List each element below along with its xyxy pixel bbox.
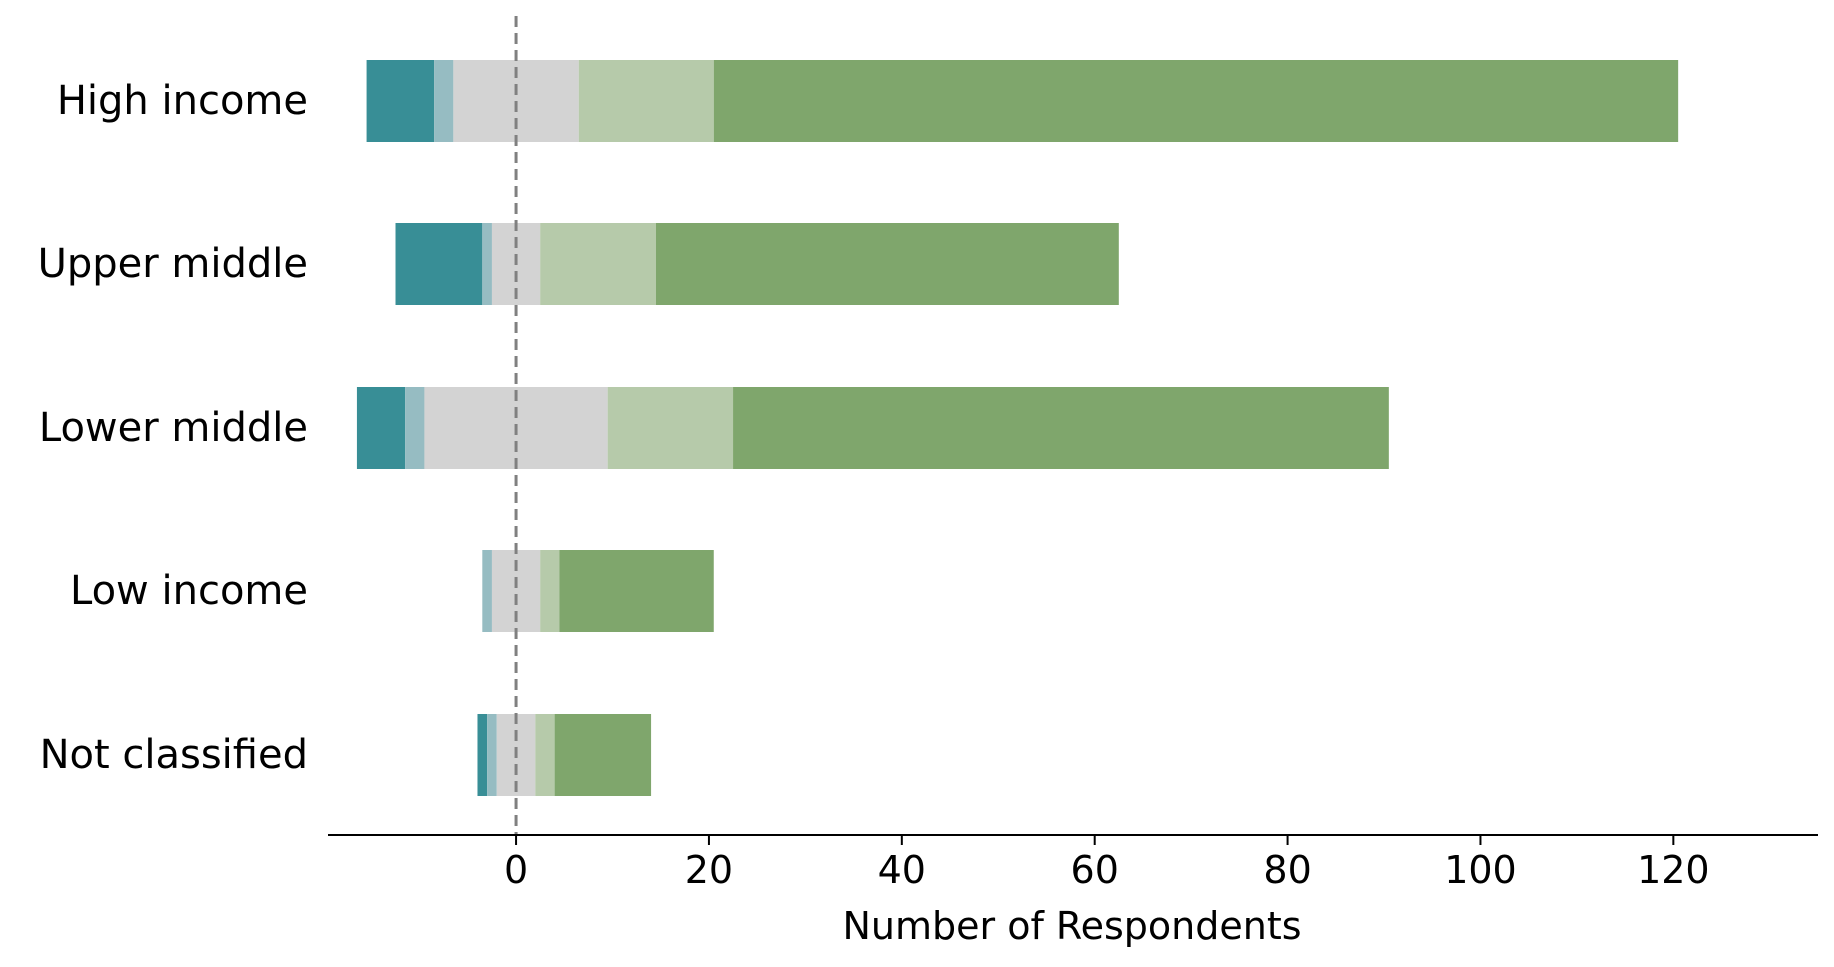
- x-tick-label: 60: [1071, 848, 1119, 892]
- x-tick-label: 80: [1263, 848, 1311, 892]
- category-labels: High income Upper middle Lower middle Low i…: [38, 78, 308, 778]
- x-tick-label: 120: [1637, 848, 1710, 892]
- bar-segment: [554, 714, 652, 796]
- bar-segment: [482, 223, 492, 305]
- bar-segment: [434, 60, 454, 142]
- x-tick-label: 40: [878, 848, 926, 892]
- bar-segment: [356, 387, 406, 469]
- bar-segment: [733, 387, 1389, 469]
- bar-segment: [540, 550, 560, 632]
- bar-segment: [607, 387, 734, 469]
- x-tick-label: 100: [1444, 848, 1517, 892]
- bar-segment: [535, 714, 555, 796]
- category-label: High income: [57, 78, 308, 124]
- bar-segment: [477, 714, 488, 796]
- x-tick-label: 0: [504, 848, 528, 892]
- bar-segment: [655, 223, 1119, 305]
- x-axis-label: Number of Respondents: [842, 904, 1301, 948]
- x-axis: 0 20 40 60 80 100 120: [328, 834, 1818, 892]
- bar-segment: [578, 60, 714, 142]
- x-tick-label: 20: [685, 848, 733, 892]
- bar-segment: [395, 223, 483, 305]
- category-label: Low income: [70, 568, 308, 614]
- bar-segment: [366, 60, 435, 142]
- bar-segment: [559, 550, 714, 632]
- bars-layer: [356, 60, 1679, 796]
- category-label: Not classified: [40, 732, 308, 778]
- bar-segment: [713, 60, 1679, 142]
- bar-segment: [540, 223, 656, 305]
- bar-segment: [487, 714, 497, 796]
- category-label: Upper middle: [38, 241, 308, 287]
- bar-segment: [482, 550, 492, 632]
- bar-segment: [405, 387, 425, 469]
- category-label: Lower middle: [39, 405, 308, 451]
